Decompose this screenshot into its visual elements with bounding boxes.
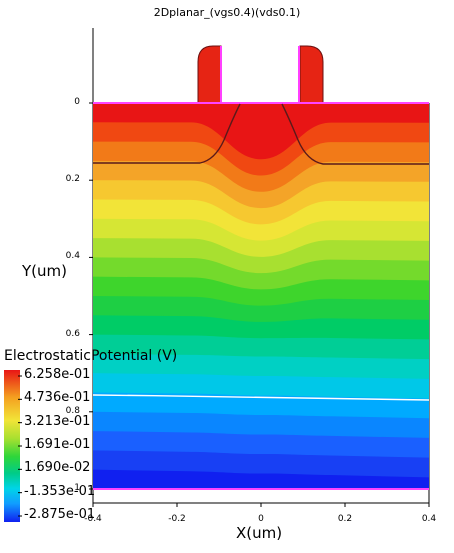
x-tick-label: 0.4 (421, 514, 437, 524)
legend-tick-label: -2.875e-01 (24, 507, 96, 522)
y-tick-label: 0.4 (65, 251, 80, 262)
x-tick-label: -0.4 (84, 514, 102, 524)
right-spacer (299, 45, 324, 104)
right-spacer-inner-edge (298, 46, 300, 103)
x-tick-label: 0.2 (337, 514, 353, 524)
legend-tick-label: 3.213e-01 (24, 413, 91, 429)
legend-tick-label: 1.691e-01 (24, 437, 91, 452)
x-axis-label: X(um) (236, 524, 283, 542)
y-tick-label: 0.2 (65, 174, 80, 185)
legend-tick-label: 4.736e-01 (24, 390, 91, 406)
depletion-edge-line (92, 394, 430, 401)
legend-tick-label: -1.353e-01 (24, 483, 96, 499)
y-tick-label: 0 (74, 97, 80, 107)
y-tick-label: 0.6 (65, 328, 80, 339)
potential-contour-bands (93, 103, 429, 489)
legend-title: ElectrostaticPotential (V) (4, 348, 178, 364)
x-tick-label: -0.2 (168, 514, 186, 524)
x-tick-label: 0 (258, 514, 264, 524)
plot-title: 2Dplanar_(vgs0.4)(vds0.1) (153, 6, 301, 19)
left-spacer (197, 45, 222, 104)
source-junction-line (93, 103, 241, 164)
left-spacer-inner-edge (220, 46, 222, 103)
legend-colorbar (4, 370, 20, 522)
drain-junction-line (281, 103, 429, 165)
y-tick-label: 0.8 (65, 405, 80, 416)
legend-tick-label: 6.258e-01 (24, 367, 91, 382)
contour-band (93, 103, 429, 160)
y-tick-label: 1 (74, 483, 80, 493)
y-axis-label: Y(um) (22, 262, 67, 280)
axis-tick-marks (89, 102, 430, 507)
legend-tick-label: 1.690e-02 (24, 460, 91, 476)
legend-tick-marks (18, 375, 22, 517)
